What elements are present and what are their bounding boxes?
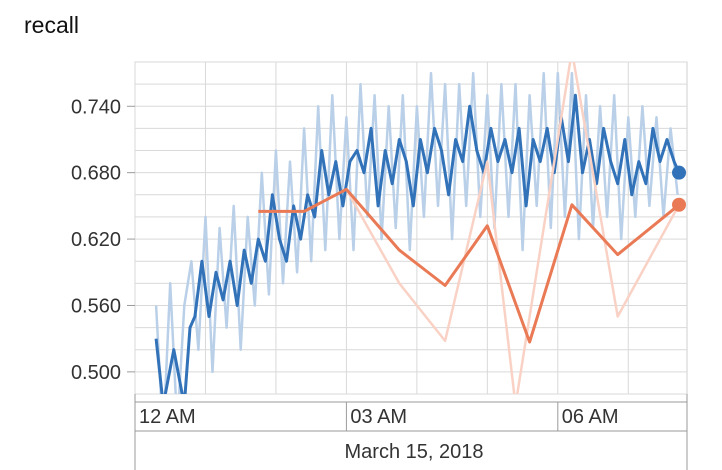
series-layer <box>154 62 681 394</box>
x-tick-label: 03 AM <box>350 406 407 428</box>
x-axis: 12 AM 03 AM 06 AM <box>134 394 688 470</box>
smoothed-line-series-0 <box>154 93 681 394</box>
y-tick-label: 0.560 <box>71 295 121 317</box>
smoothed-line-series-1 <box>258 187 680 344</box>
x-tick-label: 12 AM <box>139 406 196 428</box>
series-1 <box>258 62 681 394</box>
y-axis: 0.500 0.560 0.620 0.680 0.740 <box>71 96 135 384</box>
end-markers <box>672 165 687 212</box>
x-axis-label: March 15, 2018 <box>345 441 484 463</box>
y-tick-label: 0.740 <box>71 96 121 118</box>
end-point-series-0[interactable] <box>672 165 687 180</box>
x-tick-label: 06 AM <box>562 406 619 428</box>
y-tick-label: 0.500 <box>71 362 121 384</box>
raw-line-series-0 <box>154 71 679 394</box>
series-0 <box>154 71 681 394</box>
chart-title: recall <box>24 12 79 38</box>
raw-line-series-1 <box>258 62 681 394</box>
end-point-series-1[interactable] <box>672 197 687 212</box>
y-tick-label: 0.680 <box>71 163 121 185</box>
y-tick-label: 0.620 <box>71 229 121 251</box>
